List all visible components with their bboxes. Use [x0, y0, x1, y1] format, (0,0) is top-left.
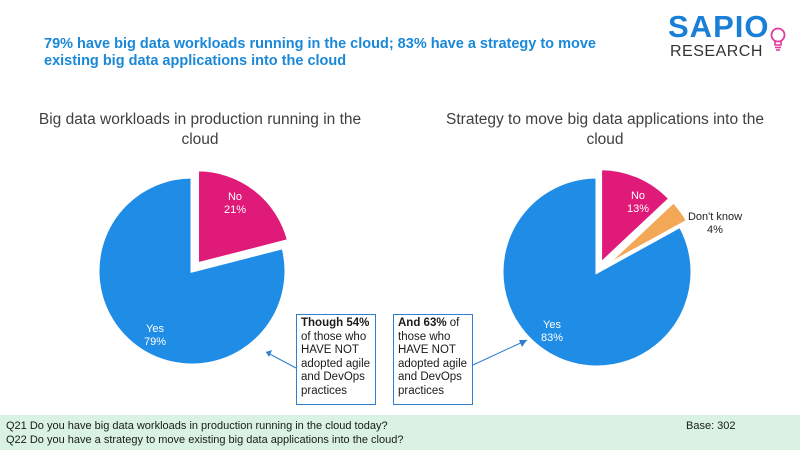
strategy-slice-yes-value: 83% [541, 332, 563, 344]
workloads-slice-yes-value: 79% [144, 336, 166, 348]
logo-brand: SAPIO [668, 9, 770, 44]
chart-title-strategy: Strategy to move big data applications i… [446, 111, 764, 148]
callout-strategy-highlight: And 63% [398, 317, 447, 329]
workloads-slice-no-value: 21% [224, 204, 246, 216]
workloads-slice-yes [96, 175, 288, 367]
callout-workloads-highlight: Though 54% [301, 317, 370, 329]
workloads-slice-no [196, 168, 291, 266]
footer-question-21: Q21 Do you have big data workloads in pr… [6, 420, 388, 432]
callout-workloads: Though 54% of those who HAVE NOT adopted… [296, 314, 376, 405]
callout-strategy: And 63% of those who HAVE NOT adopted ag… [393, 314, 473, 405]
sapio-research-logo: SAPIO RESEARCH [664, 10, 790, 66]
footer: Q21 Do you have big data workloads in pr… [0, 415, 800, 450]
base-count: Base: 302 [686, 420, 736, 432]
callout-strategy-arrow [472, 339, 528, 366]
logo-sub: RESEARCH [670, 43, 763, 60]
strategy-slice-yes [500, 175, 694, 369]
callout-workloads-arrow [265, 351, 297, 369]
workloads-slice-no-label: No [228, 191, 242, 203]
callout-workloads-arrow-head [266, 350, 272, 357]
chart-title-workloads: Big data workloads in production running… [38, 111, 362, 148]
lightbulb-icon [770, 27, 786, 51]
callout-workloads-text: of those who HAVE NOT adopted agile and … [301, 330, 371, 397]
strategy-slice-no [599, 167, 672, 268]
callout-strategy-arrow-head [519, 340, 527, 347]
strategy-slice-dont-know-value: 4% [707, 224, 723, 236]
strategy-slice-no-value: 13% [627, 203, 649, 215]
headline: 79% have big data workloads running in t… [44, 36, 596, 69]
strategy-slice-dont-know [603, 199, 690, 269]
strategy-slice-yes-label: Yes [543, 319, 561, 331]
workloads-slice-yes-label: Yes [146, 323, 164, 335]
footer-question-22: Q22 Do you have a strategy to move exist… [6, 434, 404, 446]
strategy-slice-dont-know-label: Don't know [688, 211, 742, 223]
strategy-slice-no-label: No [631, 190, 645, 202]
callout-strategy-text: of those who HAVE NOT adopted agile and … [398, 317, 468, 397]
